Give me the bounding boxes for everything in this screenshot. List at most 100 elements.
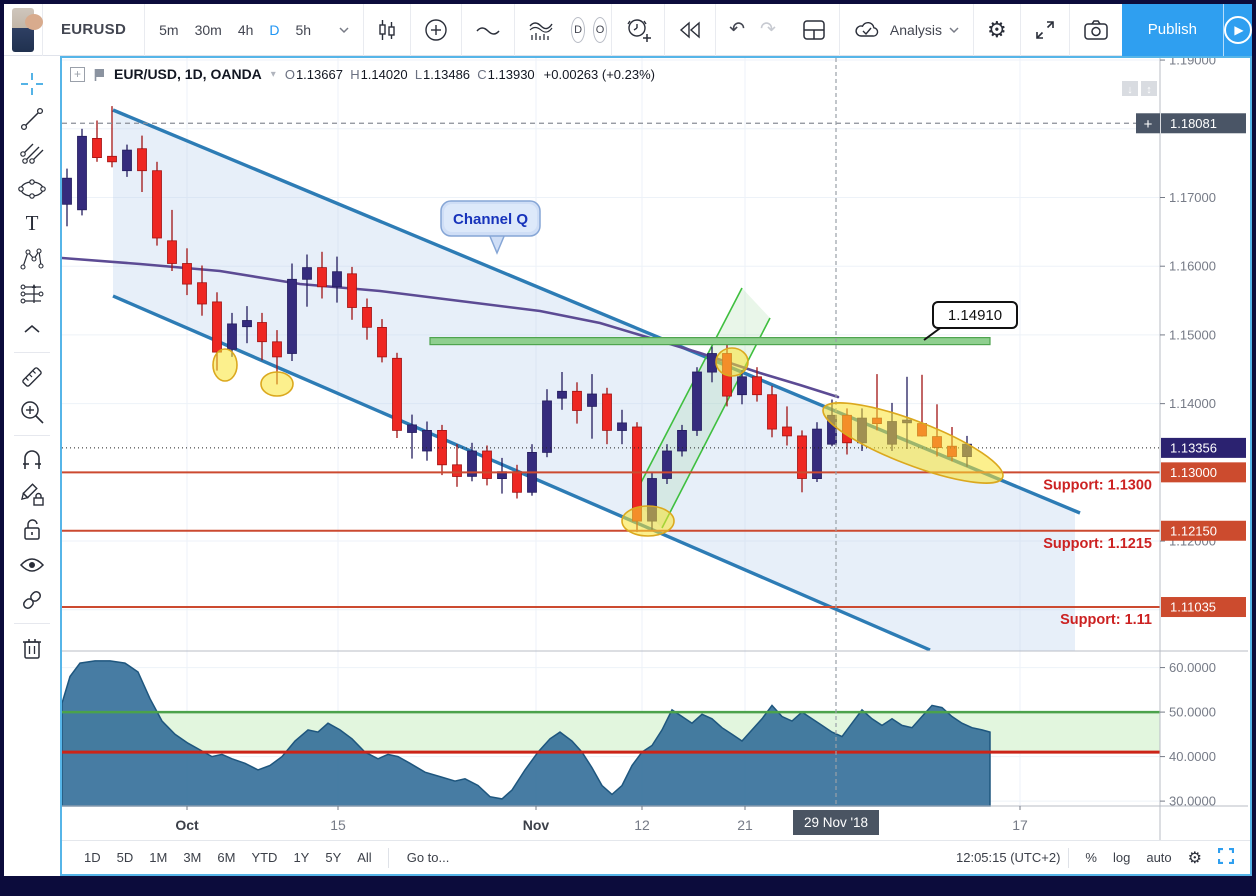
indicators-button[interactable] [515,4,567,56]
overlay-button[interactable] [462,4,514,56]
indicator-badge-d[interactable]: D [571,16,586,43]
range-All[interactable]: All [357,850,372,865]
highlight-ellipse [822,402,1004,484]
range-YTD[interactable]: YTD [251,850,278,865]
range-1Y[interactable]: 1Y [293,850,310,865]
tool-pitchfork[interactable] [13,136,51,171]
price-axis[interactable]: 1.190001.170001.160001.150001.140001.120… [1160,58,1216,809]
publish-button[interactable]: Publish [1121,3,1223,56]
tool-forecast[interactable] [13,276,51,311]
tool-hide-all[interactable] [13,547,51,582]
trend-line-icon [20,107,44,130]
legend-l: L1.13486 [414,66,471,82]
tool-remove[interactable] [13,630,51,665]
maximize-button[interactable] [1210,847,1250,867]
tool-trend-line[interactable] [13,101,51,136]
timeframe-5h[interactable]: 5h [295,21,312,38]
resistance-line[interactable]: 1.14910 [429,301,1018,346]
support-line-1.1104[interactable]: Support: 1.11 [62,606,1160,628]
legend-title[interactable]: EUR/USD, 1D, OANDA [114,66,262,82]
trend-channel[interactable] [112,108,1081,652]
tool-crosshair[interactable] [13,66,51,101]
range-6M[interactable]: 6M [217,850,236,865]
last-price-badge: 1.13356 [1161,437,1246,458]
tool-zoom-in[interactable] [13,394,51,429]
goto-button[interactable]: Go to... [406,850,450,865]
clock[interactable]: 12:05:15 (UTC+2) [956,850,1061,865]
chart-style-button[interactable] [364,4,410,56]
layout-grid-icon [803,19,825,40]
trash-icon [23,638,41,659]
support-price-badge: 1.12150 [1161,520,1246,541]
support-price-badge: 1.11035 [1161,597,1246,618]
timeframe-4h[interactable]: 4h [237,21,254,38]
tool-ellipse-shape[interactable] [13,171,51,206]
add-alert-button[interactable] [612,4,664,56]
price-chart[interactable]: 1.14910 Support: 1.1300 Support: 1.1215 Sup… [62,58,1248,840]
layout-button[interactable] [789,4,839,56]
cloud-check-icon [855,21,879,37]
tool-lock[interactable] [13,512,51,547]
time-tick: 12 [634,817,650,833]
tool-xabcd-pattern[interactable] [13,241,51,276]
fullscreen-button[interactable] [1021,4,1069,56]
undo-button[interactable]: ↶ [729,19,745,40]
range-1M[interactable]: 1M [149,850,168,865]
indicator-badge-o[interactable]: O [593,16,608,43]
rsi-pane[interactable] [62,660,1160,807]
timeframe-5m[interactable]: 5m [159,21,179,38]
highlight-ellipse [260,371,294,397]
chart-properties-button[interactable]: ⚙ [1187,849,1202,867]
range-5D[interactable]: 5D [116,850,134,865]
plus-circle-icon [425,18,447,41]
auto-scale-button[interactable]: auto [1146,850,1172,865]
svg-text:29 Nov '18: 29 Nov '18 [804,815,868,830]
range-5Y[interactable]: 5Y [325,850,342,865]
timeframe-D[interactable]: D [269,21,280,38]
tool-ruler[interactable] [13,359,51,394]
tool-link[interactable] [13,582,51,617]
save-layout-button[interactable]: Analysis [840,4,973,56]
price-tick: 1.19000 [1169,58,1216,68]
svg-text:+: + [1144,116,1153,133]
log-scale-button[interactable]: log [1112,850,1131,865]
timeframe-menu-button[interactable] [325,4,363,56]
moving-average-line[interactable] [62,256,840,399]
compare-add-button[interactable] [411,4,461,56]
redo-button[interactable]: ↷ [759,19,776,40]
symbol-button[interactable]: EURUSD [60,21,127,38]
support-line-1.1215[interactable]: Support: 1.1215 [62,529,1160,552]
channel-balloon[interactable]: Channel Q [440,200,541,255]
flag-icon[interactable] [94,68,105,81]
divider [41,3,43,56]
avatar[interactable] [12,7,43,52]
time-axis[interactable]: Oct 15 Nov 12 21 17 [175,806,1028,833]
range-3M[interactable]: 3M [183,850,202,865]
tool-collapse[interactable] [13,311,51,346]
crosshair-time-badge: 29 Nov '18 [793,810,879,835]
time-tick: Oct [175,817,199,833]
snapshot-button[interactable] [1070,4,1122,56]
timeframe-30m[interactable]: 30m [194,21,222,38]
chevron-down-icon[interactable]: ▾ [270,68,276,80]
divider [461,3,463,56]
scale-down-button[interactable]: ↓ [1122,81,1138,96]
tool-text[interactable]: T [25,211,39,235]
tool-drawing-mode[interactable] [13,477,51,512]
publish-menu-button[interactable]: ▶ [1222,3,1252,56]
support-label: Support: 1.1300 [1043,477,1152,493]
divider [363,3,365,56]
tool-magnet[interactable] [13,442,51,477]
support-label: Support: 1.11 [1060,612,1152,628]
percent-scale-button[interactable]: % [1085,850,1097,865]
replay-button[interactable] [665,4,715,56]
legend-add-icon[interactable]: + [70,66,85,82]
legend-change: +0.00263 (+0.23%) [543,66,655,82]
divider [1068,3,1070,56]
settings-button[interactable]: ⚙ [987,16,1007,42]
highlight-ellipses[interactable] [212,347,1011,537]
range-1D[interactable]: 1D [84,850,101,865]
wave-icon [476,26,500,35]
scale-reset-button[interactable]: ↕ [1141,81,1157,96]
